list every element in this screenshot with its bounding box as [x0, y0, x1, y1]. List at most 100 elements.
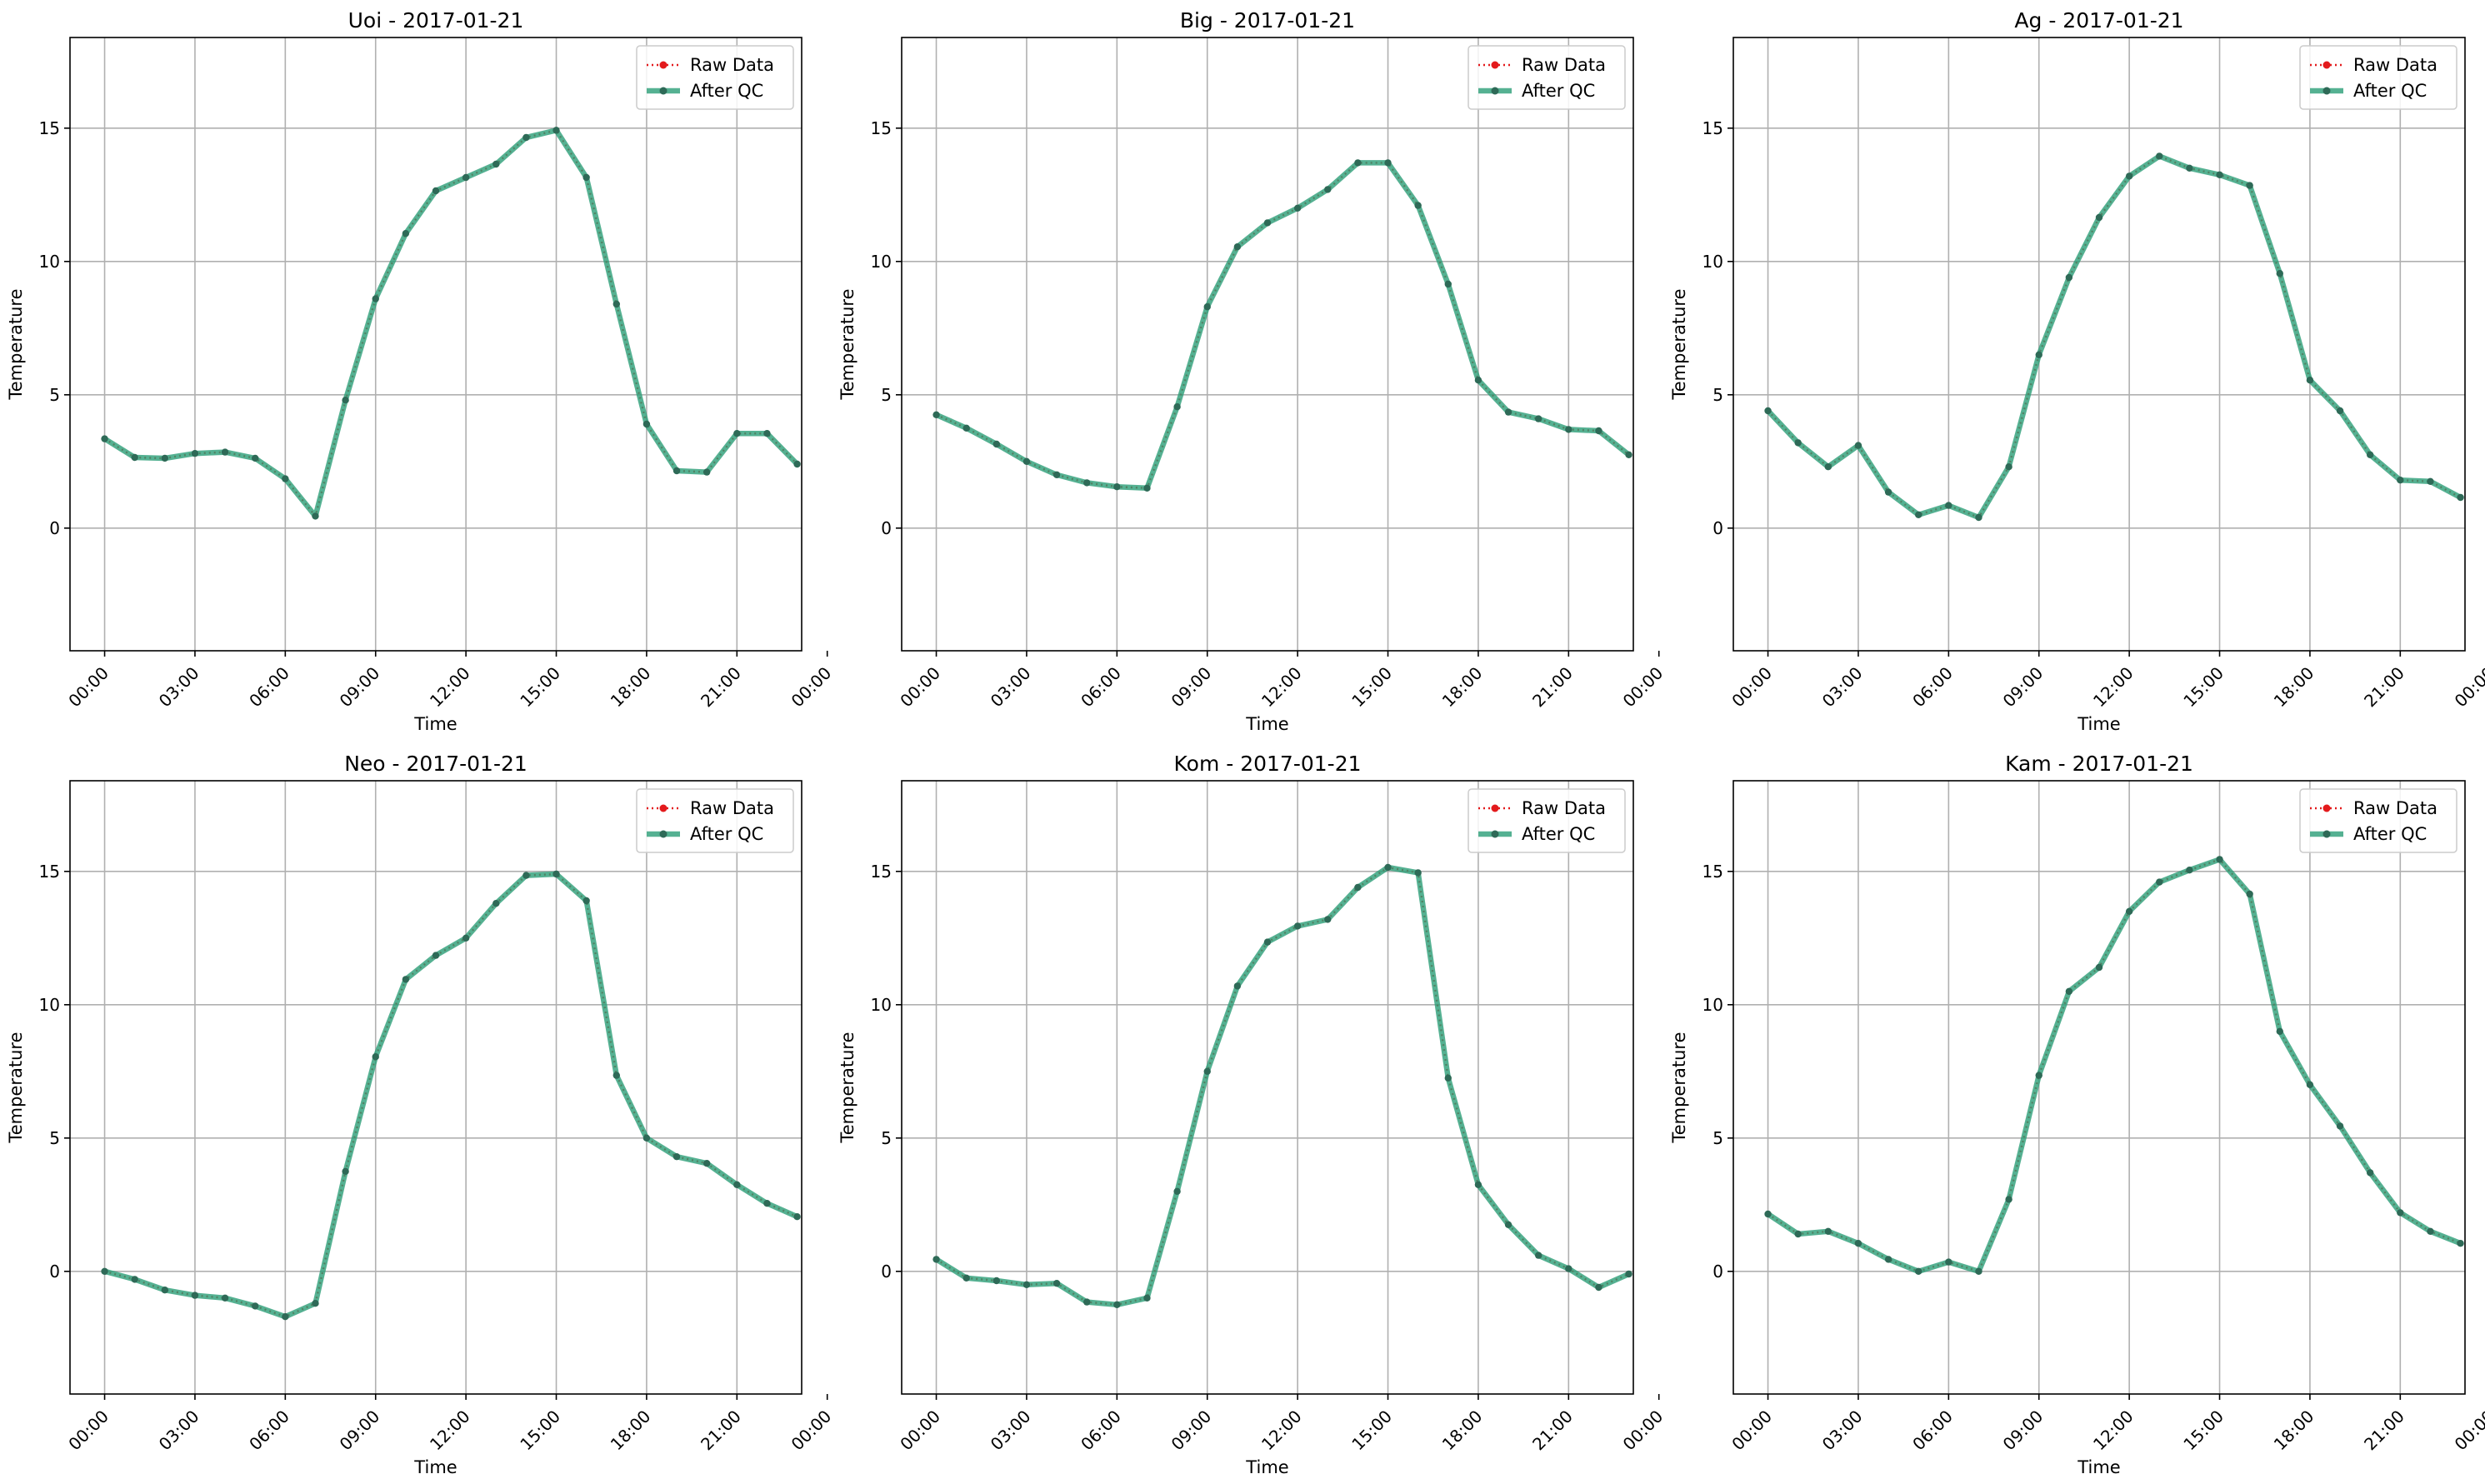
x-tick-label: 21:00 [2360, 663, 2408, 712]
point-after-qc [1113, 483, 1121, 491]
point-after-qc [1625, 1270, 1632, 1278]
legend-marker-after-qc [1491, 87, 1499, 95]
point-after-qc [161, 454, 169, 462]
x-tick-label: 00:00 [64, 663, 112, 712]
point-after-qc [402, 230, 410, 237]
point-after-qc [312, 512, 319, 520]
point-after-qc [1504, 1221, 1512, 1229]
point-after-qc [2276, 1027, 2283, 1036]
axes-frame [1732, 780, 2466, 1395]
x-tick-label: 18:00 [607, 663, 655, 712]
chart-title: Big - 2017-01-21 [1180, 8, 1355, 32]
point-after-qc [2306, 1081, 2314, 1089]
point-after-qc [1263, 938, 1272, 946]
x-tick-label: 21:00 [697, 1407, 745, 1455]
point-after-qc [101, 435, 108, 442]
point-after-qc [1083, 479, 1091, 487]
legend-marker-after-qc [2322, 830, 2331, 838]
legend-label-raw-data: Raw Data [690, 798, 774, 818]
point-after-qc [1824, 1227, 1832, 1236]
legend: Raw Data After QC [636, 788, 794, 853]
point-after-qc [2186, 867, 2193, 874]
x-tick-label: 12:00 [426, 1407, 474, 1455]
x-tick-label: 15:00 [516, 1407, 564, 1455]
point-after-qc [1595, 1283, 1602, 1292]
point-after-qc [2216, 171, 2223, 178]
x-tick-label: 00:00 [1728, 1407, 1776, 1455]
chart-title: Kam - 2017-01-21 [2005, 752, 2193, 776]
x-tick-label: 18:00 [2270, 1407, 2318, 1455]
point-after-qc [342, 1167, 349, 1176]
point-after-qc [2065, 987, 2073, 996]
point-after-qc [282, 475, 289, 482]
axes-frame [69, 780, 802, 1395]
legend: Raw Data After QC [1468, 45, 1626, 110]
legend-label-after-qc: After QC [690, 824, 763, 844]
y-tick-label: 5 [881, 385, 892, 405]
point-after-qc [1474, 1181, 1482, 1189]
x-tick-label: 15:00 [2179, 1407, 2228, 1455]
x-tick-label: 15:00 [1348, 1407, 1396, 1455]
x-tick-label: 00:00 [1619, 1407, 1668, 1455]
x-tick-label: 21:00 [1528, 663, 1577, 712]
point-after-qc [2427, 477, 2434, 485]
point-after-qc [1293, 922, 1302, 930]
point-after-qc [522, 872, 530, 879]
series-line-raw-data [936, 162, 1630, 489]
point-after-qc [1324, 916, 1332, 923]
point-after-qc [2246, 890, 2253, 898]
legend: Raw Data After QC [2299, 788, 2458, 853]
point-after-qc [252, 454, 259, 462]
point-after-qc [1854, 1240, 1862, 1247]
point-after-qc [2005, 463, 2012, 471]
point-after-qc [402, 976, 410, 983]
y-tick-label: 15 [39, 118, 60, 138]
x-tick-label: 21:00 [2360, 1407, 2408, 1455]
x-axis-label: Time [413, 1457, 457, 1477]
x-axis-label: Time [2077, 714, 2120, 734]
x-tick-label: 15:00 [2179, 663, 2228, 712]
x-tick-label: 09:00 [1168, 663, 1216, 712]
chart-title: Neo - 2017-01-21 [344, 752, 528, 776]
point-after-qc [221, 1294, 229, 1302]
y-tick-label: 15 [871, 118, 892, 138]
x-tick-label: 18:00 [2270, 663, 2318, 712]
series-line-after-qc [933, 160, 1632, 492]
point-after-qc [1083, 1298, 1091, 1306]
point-after-qc [492, 900, 500, 907]
point-after-qc [2216, 856, 2223, 863]
series-line-after-qc [1765, 857, 2463, 1275]
point-after-qc [2095, 213, 2103, 222]
point-after-qc [1764, 407, 1772, 415]
point-after-qc [962, 424, 970, 432]
point-after-qc [2336, 1122, 2344, 1130]
y-tick-label: 15 [871, 862, 892, 882]
point-after-qc [1263, 219, 1272, 227]
point-after-qc [1293, 204, 1302, 212]
y-tick-label: 5 [1712, 385, 1723, 405]
x-tick-label: 12:00 [426, 663, 474, 712]
point-after-qc [612, 1072, 620, 1079]
point-after-qc [1794, 439, 1802, 447]
point-after-qc [1824, 463, 1832, 471]
y-axis-label: Temperature [1669, 1032, 1689, 1143]
x-tick-label: 12:00 [1258, 663, 1306, 712]
x-tick-label: 03:00 [155, 1407, 203, 1455]
point-after-qc [1945, 1258, 1952, 1266]
point-after-qc [2035, 1072, 2042, 1079]
point-after-qc [1884, 488, 1892, 496]
legend-marker-after-qc [2322, 87, 2331, 95]
point-after-qc [1384, 863, 1392, 872]
point-after-qc [1534, 415, 1542, 422]
point-after-qc [2156, 152, 2163, 160]
x-tick-label: 00:00 [1728, 663, 1776, 712]
point-after-qc [1975, 513, 1982, 522]
point-after-qc [1022, 1281, 1031, 1289]
point-after-qc [2457, 493, 2464, 502]
point-after-qc [221, 448, 229, 456]
point-after-qc [702, 1160, 711, 1167]
point-after-qc [1565, 426, 1572, 433]
chart-panel-4: 0 5 10 15 00:00 03:00 06:00 09:00 12:00 15:00 18:0… [6, 752, 835, 1477]
point-after-qc [2276, 270, 2283, 277]
